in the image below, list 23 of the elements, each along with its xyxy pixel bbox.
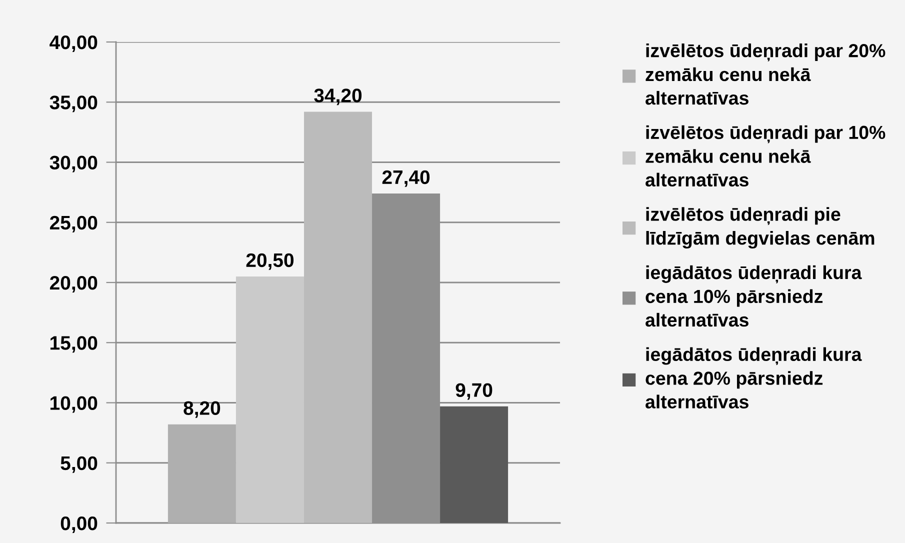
data-label: 9,70 — [456, 383, 492, 400]
y-tick-label: 10,00 — [50, 396, 98, 413]
data-label: 34,20 — [314, 88, 362, 106]
y-tick-label: 5,00 — [60, 456, 98, 473]
y-tick-label: 40,00 — [50, 35, 98, 52]
bar — [168, 424, 236, 523]
legend-label: izvēlētos ūdeņradi par 20% zemāku cenu nekā alternatīvas — [646, 44, 886, 105]
bar — [304, 112, 372, 523]
y-tick-label: 20,00 — [50, 276, 98, 293]
y-tick-label: 35,00 — [50, 96, 98, 112]
legend-label: iegādātos ūdeņradi kura cena 20% pārsniedz alternatīvas — [646, 347, 862, 408]
y-tick-label: 30,00 — [50, 156, 98, 172]
legend-label: izvēlētos ūdeņradi par 10% zemāku cenu nekā alternatīvas — [646, 125, 886, 187]
data-label: 8,20 — [184, 401, 220, 418]
legend-label: izvēlētos ūdeņradi pie līdzīgām degvielas cenām — [646, 207, 874, 249]
bar — [236, 276, 304, 523]
data-label: 27,40 — [382, 170, 430, 187]
bar — [440, 406, 508, 523]
legend-label: iegādātos ūdeņradi kura cena 10% pārsniedz alternatīvas — [646, 265, 862, 327]
y-tick-label: 0,00 — [60, 516, 98, 534]
data-label: 20,50 — [246, 253, 294, 270]
y-tick-label: 15,00 — [50, 336, 98, 353]
y-tick-label: 25,00 — [50, 216, 98, 232]
